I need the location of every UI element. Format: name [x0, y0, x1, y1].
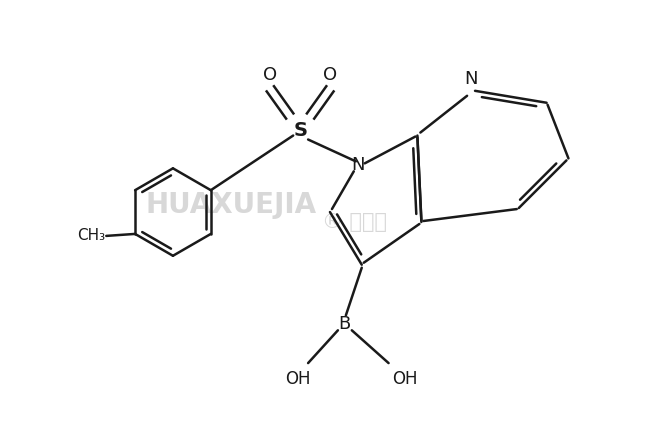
Text: N: N: [351, 156, 364, 174]
Text: OH: OH: [286, 370, 311, 388]
Text: OH: OH: [391, 370, 417, 388]
Text: CH₃: CH₃: [78, 228, 105, 243]
Text: ® 化学加: ® 化学加: [322, 212, 388, 232]
Text: O: O: [264, 66, 277, 84]
Text: N: N: [464, 70, 478, 88]
Text: B: B: [339, 315, 351, 334]
Text: S: S: [293, 121, 307, 140]
Text: HUAXUEJIA: HUAXUEJIA: [145, 191, 316, 219]
Text: O: O: [323, 66, 337, 84]
